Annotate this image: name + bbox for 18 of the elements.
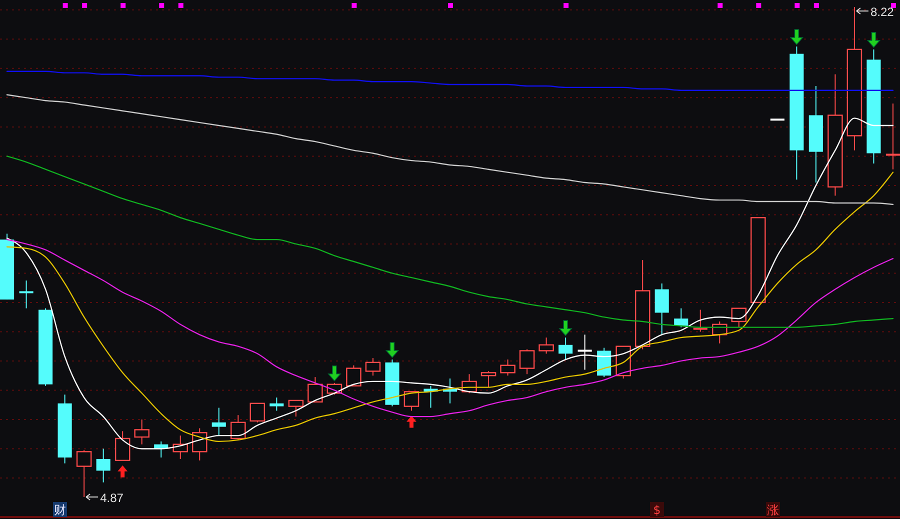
- text: $: [653, 503, 661, 517]
- text: 财: [54, 503, 66, 517]
- candlestick: [134, 418, 150, 445]
- text: 涨: [767, 503, 779, 517]
- candlestick: [578, 334, 592, 370]
- candlestick: [846, 6, 862, 151]
- candlestick: [674, 308, 688, 328]
- candlestick: [693, 309, 708, 332]
- candlestick: [212, 407, 226, 436]
- candlestick: [270, 397, 284, 412]
- candlestick: [828, 74, 843, 196]
- candlestick: [558, 337, 573, 360]
- candlestick: [654, 282, 669, 336]
- candlestick: [886, 103, 900, 170]
- annotation: 4.87: [100, 491, 124, 505]
- candlestick: [19, 280, 34, 309]
- candlestick: [96, 448, 110, 483]
- annotation: 8.22: [870, 5, 894, 19]
